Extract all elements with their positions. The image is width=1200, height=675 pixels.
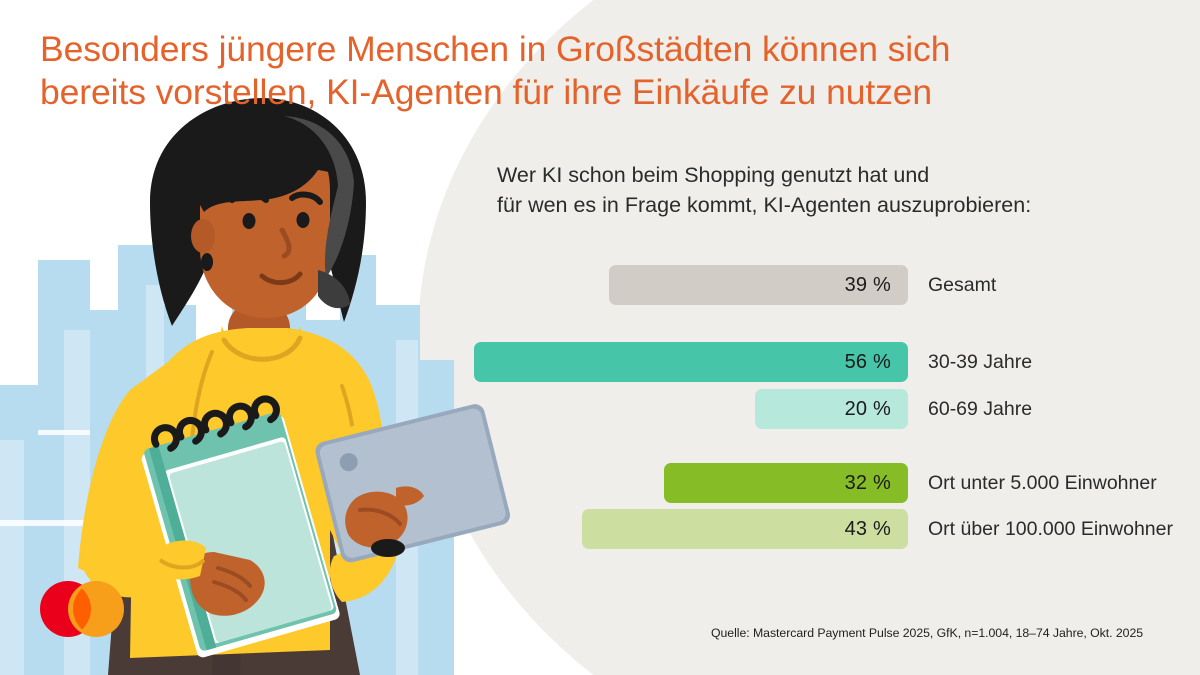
background-blob: [418, 0, 1200, 675]
bar-row-gesamt: 39 %: [400, 265, 908, 305]
bar-row-30-39-jahre: 56 %: [400, 342, 908, 382]
chart-subtitle: Wer KI schon beim Shopping genutzt hat u…: [497, 160, 1187, 220]
bar-row-60-69-jahre: 20 %: [400, 389, 908, 429]
bar-row-ort-unter-5000: 32 %: [400, 463, 908, 503]
bar-label-60-69-jahre: 60-69 Jahre: [928, 398, 1033, 420]
bar-label-ort-unter-5000: Ort unter 5.000 Einwohner: [928, 472, 1157, 494]
page-title: Besonders jüngere Menschen in Großstädte…: [40, 28, 1160, 114]
page-title-line-1: Besonders jüngere Menschen in Großstädte…: [40, 29, 951, 69]
source-note: Quelle: Mastercard Payment Pulse 2025, G…: [711, 626, 1144, 640]
woman-with-tablet-illustration: [78, 98, 511, 675]
bar-label-ort-ueber-100000: Ort über 100.000 Einwohner: [928, 518, 1173, 540]
bar-row-ort-ueber-100000: 43 %: [400, 509, 908, 549]
bar-ort-ueber-100000: 43 %: [582, 509, 908, 549]
bar-value-60-69-jahre: 20 %: [844, 397, 891, 420]
bar-value-ort-unter-5000: 32 %: [844, 471, 891, 494]
chart-subtitle-line-2: für wen es in Frage kommt, KI-Agenten au…: [497, 193, 1032, 217]
bar-value-30-39-jahre: 56 %: [844, 350, 891, 373]
bar-value-ort-ueber-100000: 43 %: [844, 517, 891, 540]
page-title-line-2: bereits vorstellen, KI-Agenten für ihre …: [40, 72, 933, 112]
bar-label-30-39-jahre: 30-39 Jahre: [928, 351, 1033, 373]
bar-gesamt: 39 %: [609, 265, 908, 305]
bar-30-39-jahre: 56 %: [474, 342, 908, 382]
bar-value-gesamt: 39 %: [844, 273, 891, 296]
bar-label-gesamt: Gesamt: [928, 274, 997, 296]
bar-ort-unter-5000: 32 %: [664, 463, 908, 503]
chart-subtitle-line-1: Wer KI schon beim Shopping genutzt hat u…: [497, 163, 930, 187]
bar-60-69-jahre: 20 %: [755, 389, 908, 429]
mastercard-logo: [40, 581, 124, 637]
